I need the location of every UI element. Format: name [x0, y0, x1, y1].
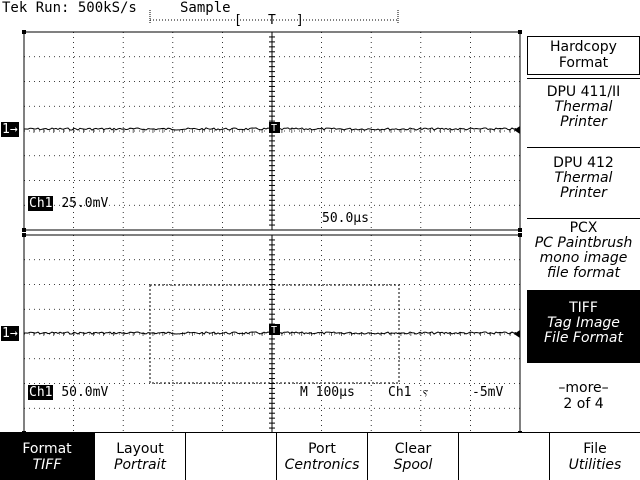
side-menu-title: Hardcopy Format	[527, 36, 640, 75]
bottom-menu-format[interactable]: Format TIFF	[0, 433, 94, 480]
side-menu-more[interactable]: –more– 2 of 4	[558, 380, 609, 412]
ch1-label-lower: Ch1	[28, 385, 54, 400]
trigger-point-tag-lower	[269, 324, 280, 335]
upper-scale-readout: Ch1 25.0mV	[28, 196, 108, 211]
trigger-position-marker: T	[268, 13, 276, 28]
trigger-source: Ch1	[388, 385, 412, 400]
ch1-ground-marker-lower[interactable]: 1→	[1, 326, 19, 341]
lower-scale-readout: Ch1 50.0mV	[28, 385, 108, 400]
main-timebase: M 100µs	[300, 385, 355, 400]
ch1-ground-marker-upper[interactable]: 1→	[1, 122, 19, 137]
bottom-menu-empty-3[interactable]	[186, 433, 276, 480]
upper-time-div: 50.0µs	[322, 211, 369, 226]
bottom-menu-empty-6[interactable]	[459, 433, 549, 480]
bottom-menu-clear-spool[interactable]: Clear Spool	[393, 441, 433, 473]
side-menu-pcx[interactable]: PCX PC Paintbrush mono image file format	[534, 220, 633, 281]
lower-volts-div: 50.0mV	[61, 385, 109, 400]
ch1-label: Ch1	[28, 196, 54, 211]
svg-text:]: ]	[296, 13, 304, 28]
waveform-display[interactable]: [ T ] T T	[0, 0, 527, 433]
svg-text:T: T	[271, 325, 277, 336]
acquisition-mode: Sample	[180, 0, 231, 16]
upper-volts-div: 25.0mV	[61, 196, 109, 211]
trigger-point-tag-upper	[269, 122, 280, 133]
bottom-menu-file-utilities[interactable]: File Utilities	[568, 441, 622, 473]
trigger-slope-icon: ⲋ	[423, 385, 429, 400]
trigger-level: -5mV	[472, 385, 504, 400]
bottom-menu-port[interactable]: Port Centronics	[284, 441, 360, 473]
record-view-bar: [ T ]	[149, 10, 399, 28]
svg-text:[: [	[234, 13, 242, 28]
side-menu-tiff[interactable]: TIFF Tag Image File Format	[527, 290, 640, 362]
bottom-menu-layout[interactable]: Layout Portrait	[114, 441, 166, 473]
acquisition-status: Tek Run: 500kS/s	[2, 0, 137, 16]
side-menu-dpu411[interactable]: DPU 411/II Thermal Printer	[546, 84, 621, 130]
side-menu-dpu412[interactable]: DPU 412 Thermal Printer	[553, 155, 614, 201]
trace-end-arrow-upper	[514, 126, 520, 134]
trace-end-arrow-lower	[514, 330, 520, 338]
svg-text:T: T	[271, 123, 277, 134]
